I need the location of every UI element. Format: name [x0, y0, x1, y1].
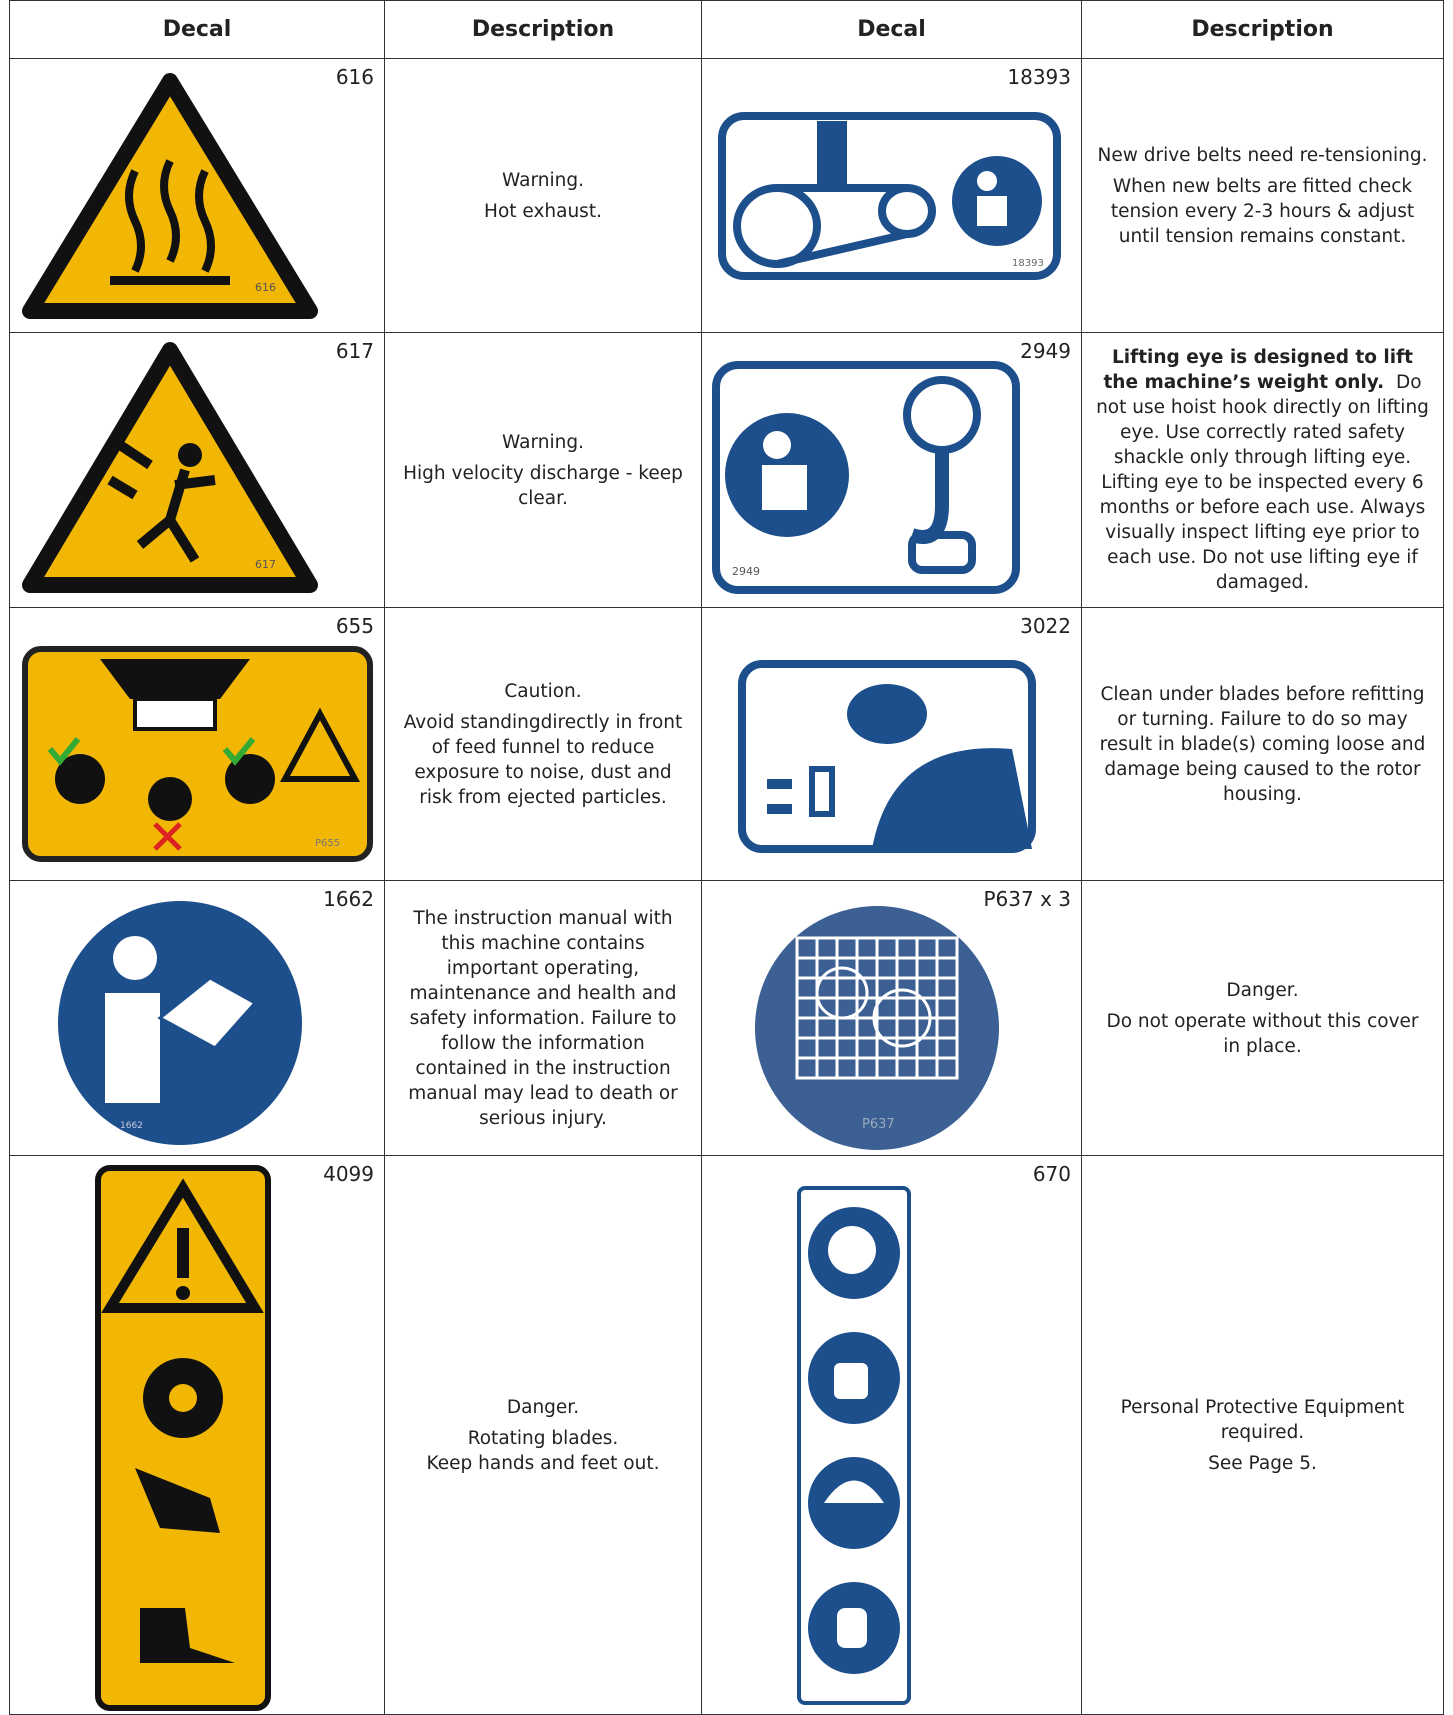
decal-code: P637 x 3	[983, 887, 1071, 911]
decal-print: P655	[315, 838, 340, 849]
description-cell: Danger. Do not operate without this cover…	[1081, 880, 1444, 1156]
row: 617 617 Warning. High velocity discharge …	[9, 332, 1444, 608]
description-cell: Personal Protective Equipment required. S…	[1081, 1155, 1444, 1715]
description: Keep hands and feet out.	[426, 1452, 660, 1474]
row: 1662 1662 The instruction manual with th…	[9, 880, 1444, 1156]
description-cell: Caution. Avoid standingdirectly in front …	[384, 607, 702, 881]
description: Do not operate without this cover in pla…	[1106, 1010, 1419, 1057]
hot-surface-icon: 616	[22, 72, 318, 319]
lifting-eye-icon: 2949	[712, 361, 1020, 594]
description: New drive belts need re-tensioning.	[1097, 144, 1428, 166]
decal-cell: 3022	[701, 607, 1082, 881]
decal-cell: 655 P655	[9, 607, 385, 881]
decal-print: 616	[255, 281, 276, 294]
description: See Page 5.	[1208, 1452, 1317, 1474]
decal-cell: 670	[701, 1155, 1082, 1715]
decal-code: 617	[335, 339, 374, 363]
text: Do not use hoist hook directly on liftin…	[1096, 372, 1429, 593]
decal-cell: 616 616	[9, 58, 385, 333]
header-cell: Description	[384, 0, 702, 59]
cover-icon: P637	[755, 906, 999, 1150]
rotating-blades-icon	[95, 1164, 271, 1711]
decal-cell: 18393 18393	[701, 58, 1082, 333]
description-cell: New drive belts need re-tensioning. When …	[1081, 58, 1444, 333]
clean-blades-icon	[738, 660, 1036, 853]
decal-code: 3022	[1020, 614, 1071, 638]
description-cell: Clean under blades before refitting or t…	[1081, 607, 1444, 881]
decal-print: 18393	[1012, 258, 1044, 269]
header-cell: Decal	[9, 0, 385, 59]
decal-print: 2949	[732, 565, 760, 578]
decal-table: Decal Description Decal Description 616 …	[9, 0, 1444, 1715]
description-cell: Danger. Rotating blades. Keep hands and fe…	[384, 1155, 702, 1715]
description: Hot exhaust.	[484, 200, 602, 222]
description: Warning.	[502, 169, 584, 191]
description: Clean under blades before refitting or t…	[1099, 683, 1426, 805]
description: Personal Protective Equipment required.	[1120, 1396, 1405, 1443]
header-cell: Decal	[701, 0, 1082, 59]
description-cell: Lifting eye is designed to lift the mach…	[1081, 332, 1444, 608]
row: 655 P655 Caution. Avoid standingdirectly …	[9, 607, 1444, 881]
row: 4099 Danger. Rotating blades. Keep hands a…	[9, 1155, 1444, 1715]
row: 616 616 Warning. Hot exhaust. 18393 18393…	[9, 58, 1444, 333]
description: The instruction manual with this machine…	[408, 907, 678, 1129]
ppe-icon	[797, 1185, 911, 1705]
decal-cell: 617 617	[9, 332, 385, 608]
decal-code: 616	[335, 65, 374, 89]
header-cell: Description	[1081, 0, 1444, 59]
decal-code: 655	[335, 614, 374, 638]
decal-code: 2949	[1020, 339, 1071, 363]
belt-icon: 18393	[718, 111, 1061, 280]
decal-cell: P637 x 3 P637	[701, 880, 1082, 1156]
decal-code: 670	[1032, 1162, 1071, 1186]
decal-code: 18393	[1007, 65, 1071, 89]
description: Caution.	[504, 680, 582, 702]
description-cell: Warning. Hot exhaust.	[384, 58, 702, 333]
description: Avoid standingdirectly in front of feed …	[403, 711, 683, 808]
decal-print: 617	[255, 558, 276, 571]
decal-print: 1662	[120, 1121, 143, 1131]
decal-print: P637	[862, 1117, 895, 1132]
header-row: Decal Description Decal Description	[9, 0, 1444, 59]
description-cell: The instruction manual with this machine…	[384, 880, 702, 1156]
description-cell: Warning. High velocity discharge - keep c…	[384, 332, 702, 608]
description: Lifting eye is designed to lift the mach…	[1096, 345, 1429, 595]
description: Danger.	[506, 1396, 580, 1418]
description: Danger.	[1226, 979, 1299, 1001]
description: High velocity discharge - keep clear.	[403, 462, 683, 509]
description: Rotating blades.	[467, 1427, 619, 1449]
description: Warning.	[502, 431, 584, 453]
decal-code: 4099	[323, 1162, 374, 1186]
decal-cell: 4099	[9, 1155, 385, 1715]
decal-cell: 1662 1662	[9, 880, 385, 1156]
bold-text: Lifting eye is designed to lift the mach…	[1103, 347, 1413, 393]
manual-icon: 1662	[58, 901, 302, 1145]
feed-funnel-icon: P655	[22, 646, 373, 862]
description: When new belts are fitted check tension …	[1110, 175, 1415, 247]
decal-cell: 2949 2949	[701, 332, 1082, 608]
decal-code: 1662	[323, 887, 374, 911]
discharge-icon: 617	[22, 342, 318, 593]
